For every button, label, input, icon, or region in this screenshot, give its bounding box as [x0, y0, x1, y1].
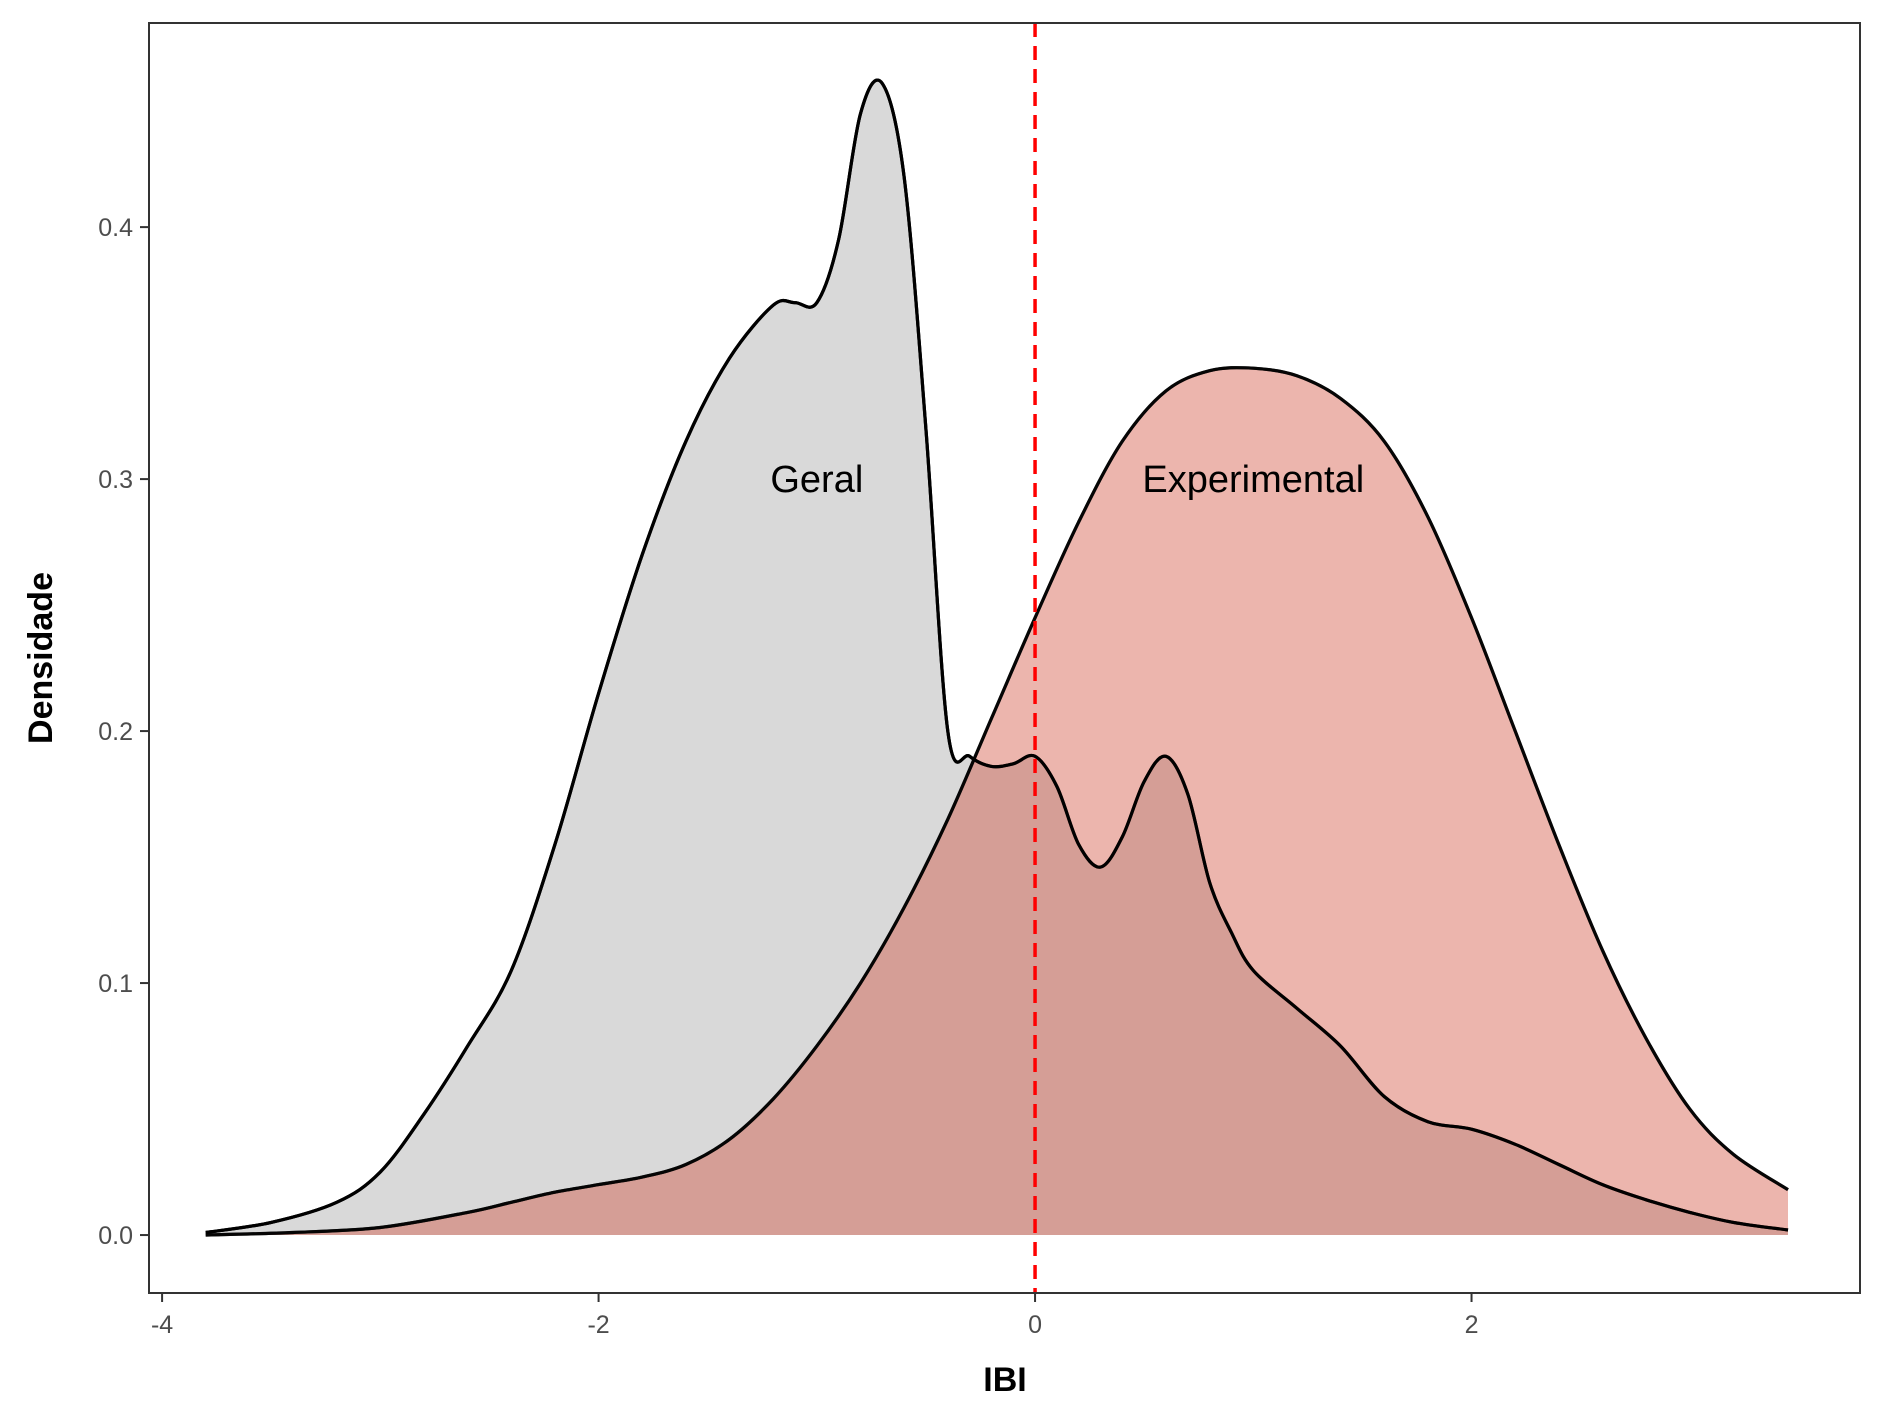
x-tick-label: -4: [151, 1311, 173, 1339]
panel-border: [148, 22, 1861, 1294]
x-axis: -4 -2 0 2: [151, 1293, 1479, 1339]
density-line-geral-top: [205, 78, 1789, 1235]
y-tick-label: 0.4: [98, 214, 133, 242]
annotation-layer: Geral Experimental: [770, 459, 1364, 501]
y-tick-label: 0.0: [98, 1222, 133, 1250]
y-axis-title: Densidade: [22, 572, 60, 744]
area-layer: [205, 78, 1789, 1237]
y-tick-label: 0.1: [98, 970, 133, 998]
area-fill-geral: [205, 80, 1789, 1235]
y-axis: 0.0 0.1 0.2 0.3 0.4: [98, 214, 149, 1250]
annotation-geral: Geral: [770, 459, 863, 501]
y-tick-label: 0.2: [98, 718, 133, 746]
x-tick-label: -2: [587, 1311, 609, 1339]
annotation-experimental: Experimental: [1142, 459, 1364, 501]
density-line-experimental-top: [205, 366, 1789, 1237]
x-axis-title: IBI: [983, 1361, 1026, 1399]
x-tick-label: 2: [1465, 1311, 1479, 1339]
x-tick-label: 0: [1028, 1311, 1042, 1339]
y-tick-label: 0.3: [98, 466, 133, 494]
area-fill-experimental: [205, 367, 1789, 1235]
